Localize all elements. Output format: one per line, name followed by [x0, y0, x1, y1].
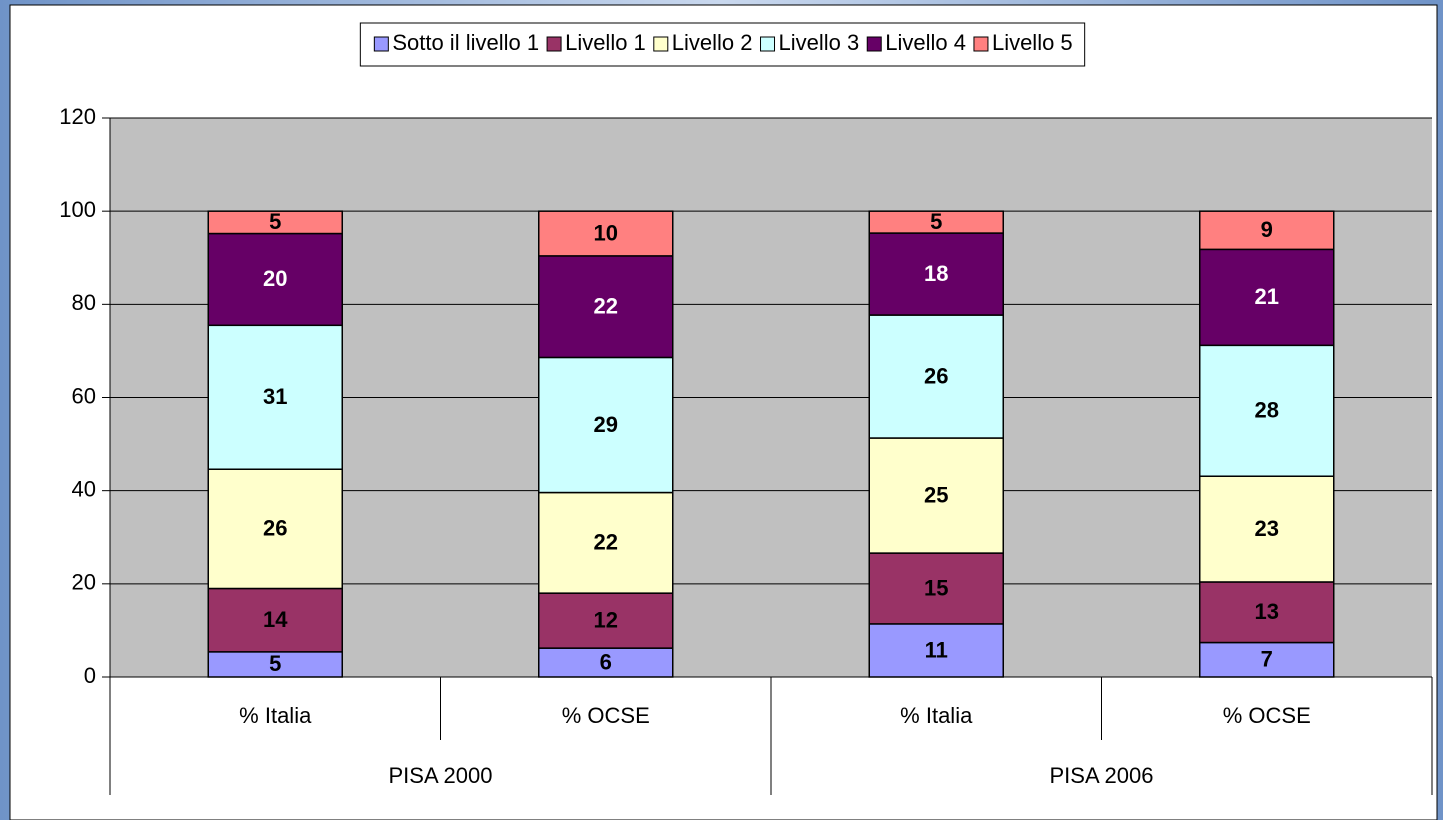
group-label: PISA 2006: [1050, 763, 1154, 788]
data-label: 11: [925, 637, 948, 662]
data-label: 22: [594, 293, 618, 318]
bar-segment: [538, 356, 674, 494]
legend-swatch: [653, 36, 669, 52]
legend-swatch: [760, 36, 776, 52]
x-tick-label: % OCSE: [562, 703, 650, 728]
bar-segment: [538, 592, 674, 649]
group-label: PISA 2000: [389, 763, 493, 788]
data-label: 26: [263, 516, 287, 541]
legend-swatch: [866, 36, 882, 52]
data-label: 12: [594, 607, 618, 632]
bar-segment: [538, 255, 674, 359]
bar-segment: [868, 314, 1004, 439]
bar-segment: [868, 210, 1004, 234]
bar-segment: [868, 623, 1004, 678]
bar-segment: [1199, 641, 1335, 678]
legend: [359, 22, 1086, 67]
data-label: 18: [924, 261, 948, 286]
data-label: 26: [924, 363, 948, 388]
bar-segment: [207, 324, 343, 470]
data-label: 15: [924, 575, 948, 600]
data-label: 23: [1255, 516, 1279, 541]
bar-segment: [207, 232, 343, 327]
bar-segment: [207, 468, 343, 590]
bar-segment: [1199, 210, 1335, 251]
y-tick-label: 60: [72, 383, 96, 408]
data-label: 21: [1255, 284, 1279, 309]
y-tick-label: 20: [72, 570, 96, 595]
legend-swatch: [973, 36, 989, 52]
bar-segment: [1199, 344, 1335, 477]
data-label: 29: [594, 412, 618, 437]
legend-label: Livello 1: [565, 30, 646, 55]
legend-label: Livello 2: [672, 30, 753, 55]
data-label: 9: [1261, 217, 1273, 242]
y-tick-label: 40: [72, 476, 96, 501]
bar-segment: [1199, 581, 1335, 644]
legend-label: Livello 4: [885, 30, 966, 55]
bar-segment: [538, 491, 674, 594]
x-tick-label: % OCSE: [1223, 703, 1311, 728]
data-label: 13: [1255, 599, 1279, 624]
legend-label: Livello 5: [992, 30, 1073, 55]
bar-segment: [538, 647, 674, 678]
y-tick-label: 120: [59, 104, 96, 129]
data-label: 20: [263, 266, 287, 291]
legend-label: Livello 3: [779, 30, 860, 55]
bar-segment: [868, 552, 1004, 625]
bar-segment: [1199, 475, 1335, 583]
data-label: 5: [269, 651, 281, 676]
data-label: 7: [1261, 647, 1273, 672]
data-label: 22: [594, 530, 618, 555]
bar-segment: [207, 210, 343, 235]
x-tick-label: % Italia: [900, 703, 973, 728]
y-tick-label: 0: [84, 663, 96, 688]
data-label: 25: [924, 482, 948, 507]
data-label: 28: [1255, 398, 1279, 423]
data-label: 5: [269, 209, 281, 234]
bar-segment: [538, 210, 674, 257]
data-label: 6: [600, 649, 612, 674]
data-label: 14: [263, 607, 288, 632]
x-tick-label: % Italia: [239, 703, 312, 728]
y-tick-label: 100: [59, 197, 96, 222]
bar-segment: [868, 437, 1004, 554]
data-label: 31: [263, 384, 287, 409]
bar-segment: [1199, 248, 1335, 347]
legend-label: Sotto il livello 1: [392, 30, 539, 55]
y-tick-label: 80: [72, 290, 96, 315]
legend-swatch: [546, 36, 562, 52]
data-label: 5: [930, 209, 942, 234]
bar-segment: [868, 232, 1004, 316]
data-label: 10: [594, 220, 618, 245]
legend-swatch: [373, 36, 389, 52]
